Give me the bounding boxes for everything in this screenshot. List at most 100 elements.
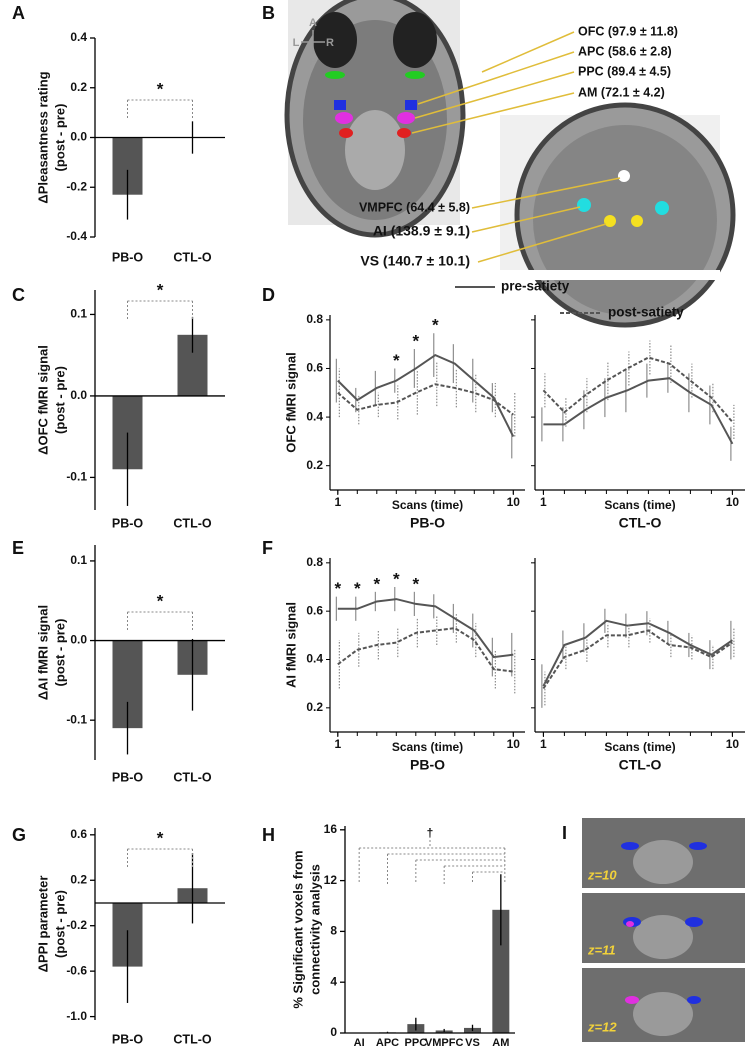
compass-label: R	[326, 37, 334, 49]
x-tick-label: 10	[507, 737, 521, 751]
y-tick-label: 4	[330, 974, 337, 988]
y-axis-label: ΔOFC fMRI signal	[35, 345, 50, 455]
roi	[621, 842, 639, 850]
significance-marker: *	[157, 828, 164, 847]
y-tick-label: 0.2	[70, 872, 87, 886]
panel-letter: F	[262, 538, 273, 558]
panel-letter: A	[12, 3, 25, 23]
significance-marker: *	[157, 591, 164, 610]
x-axis-label: Scans (time)	[392, 740, 463, 754]
y-tick-label: 0.2	[70, 80, 87, 94]
significance-marker: *	[412, 574, 419, 593]
roi	[655, 201, 669, 215]
x-tick-label: APC	[376, 1037, 399, 1049]
panel-letter: E	[12, 538, 24, 558]
panel-letter: H	[262, 825, 275, 845]
series-line	[542, 356, 734, 423]
x-tick-label: 10	[726, 495, 740, 509]
roi	[626, 921, 634, 927]
subplot-title: CTL-O	[619, 757, 662, 773]
brain-image	[500, 270, 720, 280]
subplot-title: PB-O	[410, 515, 445, 531]
series-line	[337, 353, 515, 437]
y-tick-label: 0.0	[70, 130, 87, 144]
y-tick-label: 0.0	[70, 633, 87, 647]
y-tick-label: 0.1	[70, 307, 87, 321]
y-tick-label: -0.1	[66, 470, 87, 484]
brain-image	[393, 12, 437, 68]
y-tick-label: 0.4	[306, 652, 323, 666]
panel-letter: I	[562, 823, 567, 843]
x-axis-label: Scans (time)	[604, 740, 675, 754]
compass-label: P	[309, 56, 316, 68]
x-tick-label: 1	[540, 737, 547, 751]
y-axis-label: connectivity analysis	[307, 864, 322, 995]
significance-marker: *	[393, 351, 400, 370]
roi-label: APC (58.6 ± 2.8)	[578, 44, 672, 58]
slice-image	[633, 915, 693, 959]
subplot-title: PB-O	[410, 757, 445, 773]
y-tick-label: -0.4	[66, 229, 87, 243]
significance-marker: *	[373, 574, 380, 593]
roi	[604, 215, 616, 227]
x-tick-label: PB-O	[112, 770, 144, 784]
significance-marker: *	[157, 280, 164, 299]
x-tick-label: 1	[334, 495, 341, 509]
y-axis-label: ΔPPI parameter	[35, 876, 50, 973]
brain-image	[345, 110, 405, 190]
series-line	[542, 629, 733, 690]
y-axis-label: OFC fMRI signal	[283, 352, 298, 452]
slice-label: z=10	[587, 867, 617, 882]
roi-label: AM (72.1 ± 4.2)	[578, 85, 665, 99]
roi-label: PPC (89.4 ± 4.5)	[578, 64, 671, 78]
y-tick-label: 12	[324, 873, 338, 887]
y-axis-label: ΔPleasantness rating	[35, 71, 50, 203]
significance-marker: *	[157, 79, 164, 98]
y-tick-label: 0.8	[306, 312, 323, 326]
y-axis-label: (post - pre)	[52, 366, 67, 434]
significance-marker: *	[432, 316, 439, 335]
y-tick-label: 0.2	[306, 700, 323, 714]
roi	[397, 128, 411, 138]
leader-line	[477, 223, 607, 263]
series-line	[543, 377, 734, 445]
x-tick-label: AI	[354, 1037, 365, 1049]
x-tick-label: PB-O	[112, 250, 144, 264]
compass-label: L	[293, 37, 300, 49]
series-line	[337, 383, 514, 416]
roi	[405, 71, 425, 79]
y-tick-label: 0.6	[306, 361, 323, 375]
legend-label: post-satiety	[608, 305, 684, 320]
y-tick-label: 0.4	[306, 409, 323, 423]
compass	[301, 30, 325, 54]
slice-label: z=11	[587, 942, 616, 957]
roi-label: VS (140.7 ± 10.1)	[360, 253, 470, 269]
slice-image	[633, 840, 693, 884]
compass-label: A	[309, 17, 317, 29]
y-tick-label: 8	[330, 924, 337, 938]
x-tick-label: PPC	[405, 1037, 428, 1049]
subplot-title: CTL-O	[619, 515, 662, 531]
panel-b: A P L R B OFC (97.9 ± 11.8) APC (58.6 ± …	[262, 0, 736, 328]
leader-line	[417, 51, 575, 105]
leader-line	[471, 206, 581, 233]
roi-label: AI (138.9 ± 9.1)	[373, 223, 470, 239]
y-tick-label: 0.1	[70, 553, 87, 567]
leader-lines	[411, 31, 621, 263]
x-tick-label: CTL-O	[173, 250, 211, 264]
roi	[687, 996, 701, 1004]
significance-marker: *	[412, 332, 419, 351]
x-tick-label: AM	[492, 1037, 509, 1049]
bar	[492, 909, 510, 1033]
roi-label: OFC (97.9 ± 11.8)	[578, 24, 678, 38]
y-axis-label: ΔAI fMRI signal	[35, 605, 50, 700]
leader-line	[481, 31, 575, 73]
roi	[405, 100, 417, 110]
y-tick-label: 0.6	[306, 603, 323, 617]
y-axis-label: AI fMRI signal	[283, 602, 298, 688]
roi	[631, 215, 643, 227]
significance-marker: *	[393, 569, 400, 588]
y-tick-label: 0.6	[70, 827, 87, 841]
y-axis-label: (post - pre)	[52, 104, 67, 172]
